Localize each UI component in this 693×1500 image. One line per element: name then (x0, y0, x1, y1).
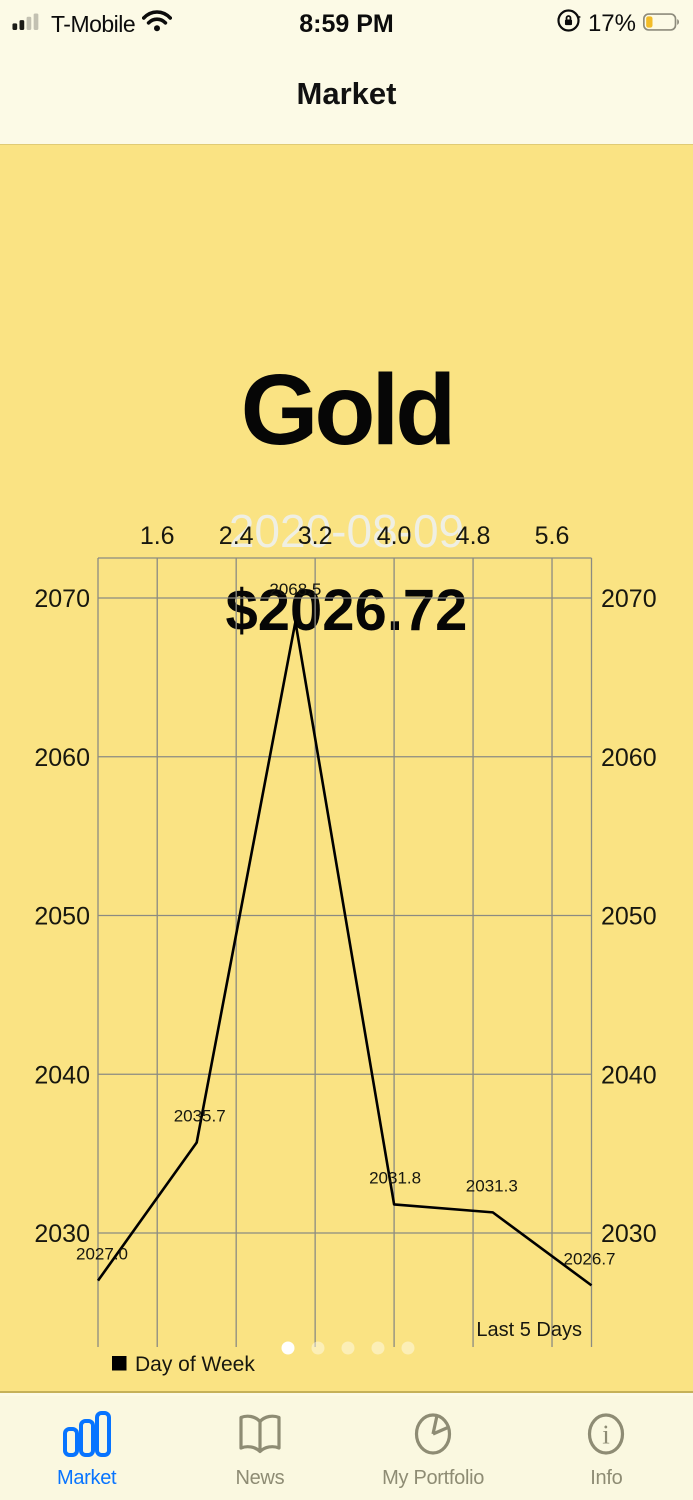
y-axis-tick-label-left: 2050 (34, 903, 90, 931)
y-axis-tick-label-left: 2070 (34, 585, 90, 613)
tab-label-news: News (235, 1467, 285, 1489)
wifi-icon (142, 9, 173, 39)
price-line-series (96, 620, 593, 1287)
y-axis-tick-label-left: 2040 (34, 1061, 90, 1089)
x-axis-tick-label: 3.2 (298, 522, 333, 550)
price-chart: 2070 2070 2060 2060 2050 2050 2040 2040 2030 2030… (34, 522, 657, 1376)
page-dot[interactable] (371, 1341, 385, 1355)
data-point-label: 2031.3 (466, 1176, 518, 1195)
page-dot[interactable] (281, 1341, 295, 1355)
asset-price: $2026.72 (225, 578, 468, 643)
tab-my-portfolio[interactable]: My Portfolio (347, 1396, 520, 1500)
y-axis-tick-label-right: 2040 (601, 1061, 657, 1089)
battery-fill (646, 16, 653, 28)
bar-chart-icon (61, 1410, 113, 1458)
battery-icon (643, 10, 681, 38)
tab-market[interactable]: Market (0, 1396, 173, 1500)
page-dot[interactable] (341, 1341, 355, 1355)
data-point-label: 2027.0 (76, 1245, 128, 1264)
x-axis-tick-label: 4.8 (456, 522, 491, 550)
data-point-label: 2035.7 (174, 1107, 226, 1126)
tab-news[interactable]: News (173, 1396, 346, 1500)
carrier-label: T-Mobile (51, 10, 136, 37)
x-axis-tick-label: 2.4 (219, 522, 254, 550)
chart-annotation: Last 5 Days (476, 1319, 582, 1341)
tab-label-market: Market (56, 1467, 117, 1489)
tab-label-info: Info (590, 1467, 623, 1489)
x-axis-tick-label: 1.6 (140, 522, 175, 550)
book-icon (234, 1410, 286, 1458)
x-axis-tick-label: 5.6 (535, 522, 570, 550)
page-dot[interactable] (401, 1341, 415, 1355)
data-point-label: 2068.5 (269, 580, 321, 599)
rotation-lock-icon (556, 8, 581, 40)
battery-percent: 17% (587, 10, 636, 37)
y-axis-tick-label-right: 2030 (601, 1220, 657, 1248)
y-axis-tick-label-left: 2060 (34, 744, 90, 772)
data-point-label: 2031.8 (369, 1168, 421, 1187)
page-title: Market (296, 76, 397, 111)
clock-label: 8:59 PM (299, 9, 394, 38)
asset-date: 2020-08-09 (228, 505, 465, 557)
tab-bar: Market News My Portfolio i Info (0, 1396, 693, 1500)
page-dot[interactable] (311, 1341, 325, 1355)
status-bar: T-Mobile 8:59 PM 17% (0, 0, 693, 48)
y-axis-tick-label-left: 2030 (34, 1220, 90, 1248)
legend-label: Day of Week (135, 1353, 255, 1376)
y-axis-tick-label-right: 2070 (601, 585, 657, 613)
signal-icon (12, 10, 44, 38)
tab-label-my-portfolio: My Portfolio (382, 1467, 485, 1489)
y-axis-tick-label-right: 2060 (601, 744, 657, 772)
info-icon: i (580, 1410, 632, 1458)
market-card[interactable]: Gold 2020-08-09 $2026.72 2070 2070 2060 206… (0, 144, 693, 1393)
x-axis-tick-label: 4.0 (377, 522, 412, 550)
asset-title: Gold (240, 354, 457, 466)
pie-chart-icon (407, 1410, 459, 1458)
nav-header: Market (0, 48, 693, 144)
data-point-label: 2026.7 (564, 1249, 616, 1268)
tab-info[interactable]: i Info (520, 1396, 693, 1500)
svg-text:i: i (603, 1420, 611, 1450)
y-axis-tick-label-right: 2050 (601, 903, 657, 931)
legend-marker (112, 1356, 127, 1371)
